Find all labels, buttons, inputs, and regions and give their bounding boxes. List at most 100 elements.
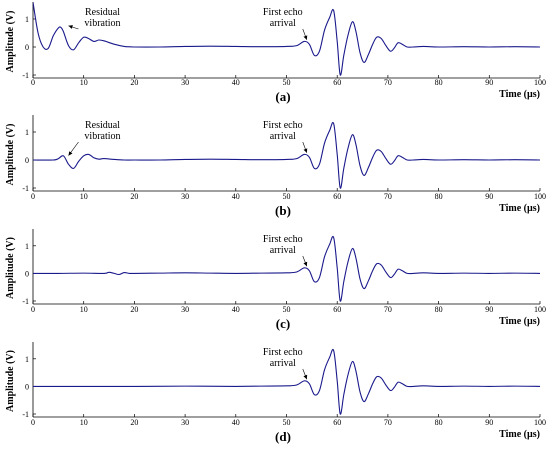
annotation-line: First echo [263, 234, 303, 245]
x-tick-label: 40 [232, 418, 240, 427]
annotation-line: Residual [85, 7, 120, 18]
annotation-arrowhead [68, 25, 73, 29]
x-axis-title: Time (µs) [499, 316, 540, 327]
x-tick-label: 80 [435, 192, 443, 201]
series-line [33, 122, 540, 189]
series-line [33, 235, 540, 302]
x-tick-label: 80 [435, 305, 443, 314]
x-tick-label: 90 [485, 78, 493, 87]
y-tick-label: 1 [25, 242, 29, 251]
annotation-line: First echo [263, 120, 303, 131]
x-tick-label: 10 [80, 192, 88, 201]
x-axis-title: Time (µs) [499, 429, 540, 440]
x-tick-label: 0 [31, 192, 35, 201]
x-tick-label: 30 [181, 78, 189, 87]
y-tick-label: 1 [25, 128, 29, 137]
y-tick-label: -1 [22, 184, 29, 193]
x-tick-label: 100 [534, 192, 546, 201]
y-tick-label: -1 [22, 410, 29, 419]
x-tick-label: 60 [333, 192, 341, 201]
x-tick-label: 0 [31, 418, 35, 427]
y-tick-label: 0 [25, 156, 29, 165]
x-tick-label: 100 [534, 78, 546, 87]
y-axis-title: Amplitude (V) [5, 350, 16, 412]
annotation-arrowhead [303, 35, 308, 40]
annotation-line: Residual [85, 120, 120, 131]
x-tick-label: 20 [130, 305, 138, 314]
x-tick-label: 10 [80, 418, 88, 427]
x-axis-title: Time (µs) [499, 203, 540, 214]
x-tick-label: 60 [333, 78, 341, 87]
x-tick-label: 100 [534, 418, 546, 427]
annotation-label: Residual vibration [84, 7, 120, 29]
panel-label: (c) [276, 316, 290, 331]
x-tick-label: 70 [384, 418, 392, 427]
annotation-line: arrival [270, 18, 296, 29]
annotation-line: vibration [84, 18, 120, 29]
panel-label: (d) [275, 429, 291, 444]
panel-label: (b) [275, 203, 291, 218]
y-tick-label: 0 [25, 43, 29, 52]
x-tick-label: 80 [435, 78, 443, 87]
y-tick-label: -1 [22, 71, 29, 80]
x-tick-label: 60 [333, 418, 341, 427]
x-tick-label: 40 [232, 78, 240, 87]
x-tick-label: 20 [130, 192, 138, 201]
series-line [33, 2, 540, 76]
annotation-label: First echo arrival [263, 234, 303, 256]
x-tick-label: 30 [181, 305, 189, 314]
series-line [33, 348, 540, 415]
x-tick-label: 0 [31, 305, 35, 314]
x-tick-label: 90 [485, 305, 493, 314]
annotation-label: First echo arrival [263, 120, 303, 142]
x-tick-label: 40 [232, 305, 240, 314]
x-tick-label: 70 [384, 305, 392, 314]
x-tick-label: 40 [232, 192, 240, 201]
annotation-label: First echo arrival [263, 7, 303, 29]
annotation-arrowhead [303, 148, 308, 153]
x-tick-label: 70 [384, 78, 392, 87]
y-axis-title: Amplitude (V) [5, 124, 16, 186]
annotation-arrowhead [303, 374, 308, 380]
x-tick-label: 70 [384, 192, 392, 201]
x-tick-label: 20 [130, 418, 138, 427]
annotation-line: arrival [270, 131, 296, 142]
x-tick-label: 50 [283, 305, 291, 314]
y-tick-label: 0 [25, 269, 29, 278]
y-tick-label: 1 [25, 15, 29, 24]
x-tick-label: 10 [80, 305, 88, 314]
annotation-line: First echo [263, 347, 303, 358]
annotation-label: First echo arrival [263, 347, 303, 369]
x-tick-label: 90 [485, 418, 493, 427]
x-tick-label: 50 [283, 78, 291, 87]
y-tick-label: 0 [25, 382, 29, 391]
annotation-line: First echo [263, 7, 303, 18]
x-tick-label: 30 [181, 418, 189, 427]
x-tick-label: 10 [80, 78, 88, 87]
annotation-arrowhead [303, 261, 308, 267]
y-tick-label: 1 [25, 355, 29, 364]
x-tick-label: 0 [31, 78, 35, 87]
annotation-label: Residual vibration [84, 120, 120, 142]
panel-label: (a) [275, 89, 290, 104]
x-tick-label: 30 [181, 192, 189, 201]
x-tick-label: 50 [283, 192, 291, 201]
x-tick-label: 90 [485, 192, 493, 201]
x-tick-label: 100 [534, 305, 546, 314]
annotation-arrowhead [68, 151, 73, 156]
annotation-line: arrival [270, 358, 296, 369]
x-tick-label: 20 [130, 78, 138, 87]
y-axis-title: Amplitude (V) [5, 11, 16, 73]
x-tick-label: 50 [283, 418, 291, 427]
x-tick-label: 80 [435, 418, 443, 427]
x-tick-label: 60 [333, 305, 341, 314]
y-tick-label: -1 [22, 297, 29, 306]
y-axis-title: Amplitude (V) [5, 237, 16, 299]
annotation-line: arrival [270, 245, 296, 256]
annotation-line: vibration [84, 131, 120, 142]
